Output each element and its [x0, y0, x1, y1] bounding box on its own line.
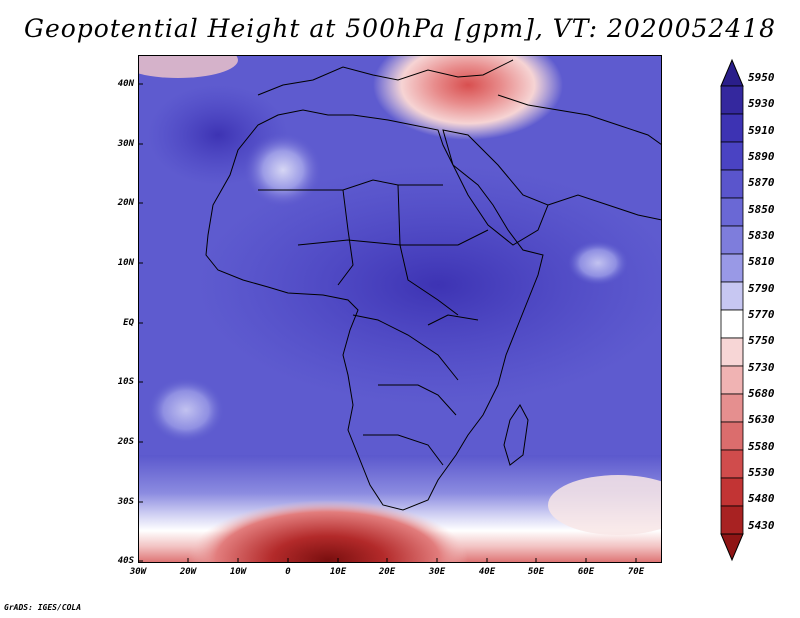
lon-label-70e: 70E	[627, 567, 645, 577]
colorbar-cell	[720, 281, 744, 311]
colorbar-level-label: 5870	[748, 176, 775, 190]
colorbar-level-label: 5910	[748, 123, 775, 137]
colorbar-level-label: 5950	[748, 70, 775, 84]
colorbar-level-label: 5730	[748, 360, 775, 374]
lat-label-10s: 10S	[117, 377, 134, 387]
lon-label-20e: 20E	[378, 567, 396, 577]
colorbar-cell	[720, 421, 744, 451]
colorbar-level-label: 5480	[748, 492, 775, 506]
lat-label-20s: 20S	[117, 437, 134, 447]
lat-label-10n: 10N	[117, 258, 134, 268]
colorbar-cell	[720, 253, 744, 283]
colorbar-level-label: 5430	[748, 518, 775, 532]
colorbar-cell	[720, 141, 744, 171]
colorbar-level-label: 5830	[748, 228, 775, 242]
colorbar-level-label: 5850	[748, 202, 775, 216]
lon-label-0: 0	[285, 567, 291, 577]
footer-credit: GrADS: IGES/COLA	[4, 603, 82, 612]
chart-title: Geopotential Height at 500hPa [gpm], VT:…	[23, 14, 777, 43]
colorbar-level-label: 5580	[748, 439, 775, 453]
lon-label-30e: 30E	[428, 567, 446, 577]
lat-label-30n: 30N	[117, 139, 134, 149]
colorbar-cell	[720, 449, 744, 479]
colorbar-cell	[720, 477, 744, 507]
colorbar-cell	[720, 113, 744, 143]
lat-label-40s: 40S	[117, 556, 134, 566]
colorbar-level-label: 5630	[748, 413, 775, 427]
map-svg	[118, 30, 688, 618]
lat-label-30s: 30S	[117, 497, 134, 507]
colorbar-cell	[720, 505, 744, 535]
colorbar-level-label: 5810	[748, 255, 775, 269]
colorbar-level-label: 5890	[748, 149, 775, 163]
lon-label-30w: 30W	[129, 567, 147, 577]
colorbar-cell	[720, 197, 744, 227]
colorbar-cell	[720, 225, 744, 255]
lon-label-10e: 10E	[329, 567, 347, 577]
colorbar	[720, 58, 744, 562]
colorbar-level-label: 5770	[748, 308, 775, 321]
lat-label-eq: EQ	[123, 318, 134, 328]
colorbar-level-label: 5530	[748, 466, 775, 480]
colorbar-cell	[720, 365, 744, 395]
lon-label-50e: 50E	[527, 567, 545, 577]
colorbar-cell	[720, 169, 744, 199]
colorbar-level-label: 5680	[748, 387, 775, 401]
colorbar-level-label: 5790	[748, 281, 775, 295]
coastlines	[205, 59, 663, 511]
colorbar-cell	[720, 393, 744, 423]
colorbar-svg	[720, 58, 744, 562]
lon-label-40e: 40E	[478, 567, 496, 577]
colorbar-level-label: 5750	[748, 334, 775, 348]
colorbar-top-arrow	[720, 58, 744, 87]
lon-label-60e: 60E	[577, 567, 595, 577]
lat-label-20n: 20N	[117, 198, 134, 208]
colorbar-cell	[720, 309, 744, 339]
colorbar-bottom-arrow	[720, 533, 744, 562]
colorbar-level-label: 5930	[748, 97, 775, 111]
lat-label-40n: 40N	[117, 79, 134, 89]
lon-label-20w: 20W	[179, 567, 197, 577]
colorbar-cell	[720, 85, 744, 115]
geopotential-map	[118, 30, 688, 618]
lon-label-10w: 10W	[229, 567, 247, 577]
colorbar-cell	[720, 337, 744, 367]
